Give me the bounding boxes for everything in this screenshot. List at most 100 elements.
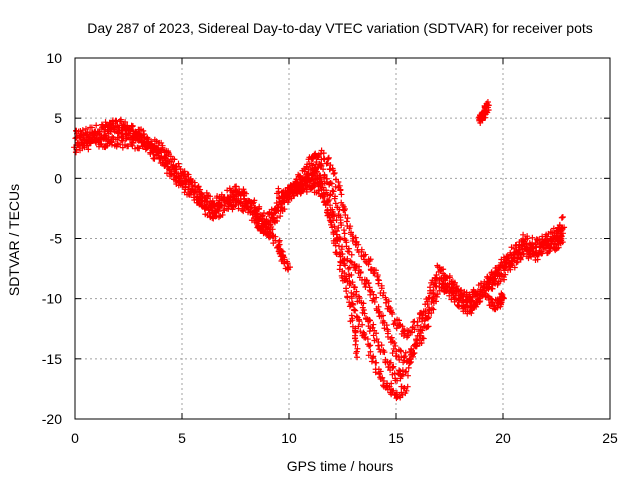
data-point	[548, 240, 555, 247]
data-point	[353, 313, 360, 320]
data-point	[266, 226, 273, 233]
data-point	[380, 289, 387, 296]
data-point	[177, 178, 184, 185]
data-point	[365, 352, 372, 359]
data-point	[320, 166, 327, 173]
data-point	[497, 278, 504, 285]
data-point	[349, 315, 356, 322]
data-point	[425, 323, 432, 330]
data-point	[325, 154, 332, 161]
data-point	[91, 129, 98, 136]
data-point	[331, 195, 338, 202]
data-point	[267, 230, 274, 237]
data-point	[281, 254, 288, 261]
data-point	[534, 256, 541, 263]
data-point	[446, 292, 453, 299]
data-point	[253, 213, 260, 220]
data-point	[239, 207, 246, 214]
data-point	[356, 318, 363, 325]
data-point	[412, 343, 419, 350]
data-point	[335, 178, 342, 185]
data-point	[275, 188, 282, 195]
x-tick-label: 20	[495, 430, 511, 446]
data-point	[380, 312, 387, 319]
data-point	[340, 227, 347, 234]
data-point	[380, 378, 387, 385]
data-point	[411, 350, 418, 357]
data-point	[245, 197, 252, 204]
data-point	[354, 314, 361, 321]
data-point	[361, 330, 368, 337]
data-point	[432, 280, 439, 287]
data-point	[307, 165, 314, 172]
data-point	[391, 339, 398, 346]
data-point	[266, 234, 273, 241]
data-point	[362, 251, 369, 258]
data-point	[492, 275, 499, 282]
data-point	[373, 330, 380, 337]
data-point	[468, 310, 475, 317]
data-point	[251, 197, 258, 204]
data-point	[367, 342, 374, 349]
data-point	[355, 323, 362, 330]
data-point	[256, 205, 263, 212]
data-point	[389, 364, 396, 371]
data-point	[330, 170, 337, 177]
data-point	[235, 205, 242, 212]
data-point	[346, 264, 353, 271]
y-tick-label: -15	[42, 351, 62, 367]
data-point	[428, 298, 435, 305]
data-point	[354, 345, 361, 352]
data-point	[368, 358, 375, 365]
data-point	[524, 233, 531, 240]
data-point	[383, 322, 390, 329]
data-point	[321, 171, 328, 178]
y-axis-label: SDTVAR / TECUs	[6, 184, 22, 296]
data-point	[155, 150, 162, 157]
data-point	[285, 193, 292, 200]
data-point	[561, 224, 568, 231]
data-point	[367, 348, 374, 355]
data-point	[320, 150, 327, 157]
data-point	[170, 162, 177, 169]
data-point	[417, 330, 424, 337]
data-point	[404, 383, 411, 390]
data-point	[144, 142, 151, 149]
data-point	[341, 230, 348, 237]
data-point	[114, 140, 121, 147]
data-point	[359, 321, 366, 328]
data-point	[345, 265, 352, 272]
data-point	[390, 321, 397, 328]
data-point	[147, 144, 154, 151]
data-point	[332, 200, 339, 207]
y-tick-label: -10	[42, 291, 62, 307]
data-point	[388, 334, 395, 341]
data-point	[344, 293, 351, 300]
data-point	[219, 211, 226, 218]
data-point	[108, 141, 115, 148]
data-point	[352, 350, 359, 357]
data-point	[335, 224, 342, 231]
data-point	[402, 369, 409, 376]
data-point	[413, 337, 420, 344]
data-point	[321, 199, 328, 206]
data-point	[390, 387, 397, 394]
data-point	[544, 242, 551, 249]
data-point	[405, 332, 412, 339]
data-point	[541, 238, 548, 245]
data-point	[341, 205, 348, 212]
data-point	[342, 262, 349, 269]
data-point	[352, 329, 359, 336]
data-point	[366, 343, 373, 350]
data-point	[356, 295, 363, 302]
data-point	[510, 254, 517, 261]
data-point	[325, 212, 332, 219]
series-track-5	[274, 165, 361, 361]
data-point	[357, 328, 364, 335]
x-tick-label: 15	[388, 430, 404, 446]
data-point	[366, 316, 373, 323]
data-point	[171, 156, 178, 163]
data-point	[385, 298, 392, 305]
data-point	[276, 241, 283, 248]
data-point	[369, 355, 376, 362]
